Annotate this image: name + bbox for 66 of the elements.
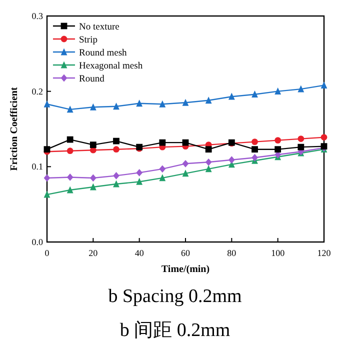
point xyxy=(252,138,258,146)
point xyxy=(182,170,189,177)
y-tick-label: 0.1 xyxy=(32,162,43,172)
x-tick-label: 60 xyxy=(181,248,190,258)
point xyxy=(66,148,74,154)
point xyxy=(159,139,166,146)
y-tick-label: 0.0 xyxy=(32,237,44,247)
point xyxy=(159,174,166,182)
point xyxy=(182,98,189,106)
point xyxy=(44,190,50,198)
point xyxy=(66,106,74,113)
point xyxy=(66,136,74,143)
y-tick-label: 0.3 xyxy=(32,11,44,21)
point xyxy=(298,144,304,150)
x-tick-label: 20 xyxy=(88,248,98,258)
point xyxy=(182,139,189,146)
point xyxy=(90,174,96,182)
point xyxy=(205,96,212,104)
point xyxy=(66,186,74,194)
point xyxy=(274,137,282,144)
y-tick-label: 0.2 xyxy=(32,86,43,96)
point xyxy=(320,134,328,140)
point xyxy=(136,100,143,107)
x-tick-label: 0 xyxy=(44,248,50,258)
text: b 间距 0.2mm xyxy=(120,320,230,341)
point xyxy=(159,100,166,108)
point xyxy=(44,100,50,108)
x-axis-title: Time/(min) xyxy=(161,264,210,275)
x-tick-label: 40 xyxy=(134,248,144,258)
legend-label: Round xyxy=(79,74,105,84)
point xyxy=(113,138,120,144)
point xyxy=(159,165,166,173)
point xyxy=(113,146,120,153)
point xyxy=(205,158,212,166)
point xyxy=(44,174,50,182)
point xyxy=(182,160,189,168)
point xyxy=(66,174,74,181)
point xyxy=(298,136,304,142)
legend-label: Hexagonal mesh xyxy=(79,62,143,72)
point xyxy=(298,85,304,92)
point xyxy=(274,146,282,153)
point xyxy=(136,178,143,185)
point xyxy=(252,90,258,98)
point xyxy=(252,154,258,162)
point xyxy=(205,146,212,153)
point xyxy=(252,146,258,153)
point xyxy=(205,165,212,172)
point xyxy=(228,92,235,100)
point xyxy=(90,183,96,190)
point xyxy=(90,142,96,148)
x-tick-label: 120 xyxy=(317,248,332,258)
x-tick-label: 80 xyxy=(227,248,237,258)
text: b Spacing 0.2mm xyxy=(108,286,242,307)
y-axis-title: Friction Coefficient xyxy=(9,86,20,171)
legend-label: Strip xyxy=(79,36,98,46)
point xyxy=(228,156,235,164)
point xyxy=(113,102,120,110)
legend-label: Round mesh xyxy=(79,48,128,58)
point xyxy=(113,180,120,188)
point xyxy=(320,82,328,89)
point xyxy=(274,88,282,95)
legend-label: No texture xyxy=(79,22,120,32)
point xyxy=(136,168,143,176)
x-tick-label: 100 xyxy=(271,248,286,258)
point xyxy=(113,172,120,180)
point xyxy=(90,103,96,110)
